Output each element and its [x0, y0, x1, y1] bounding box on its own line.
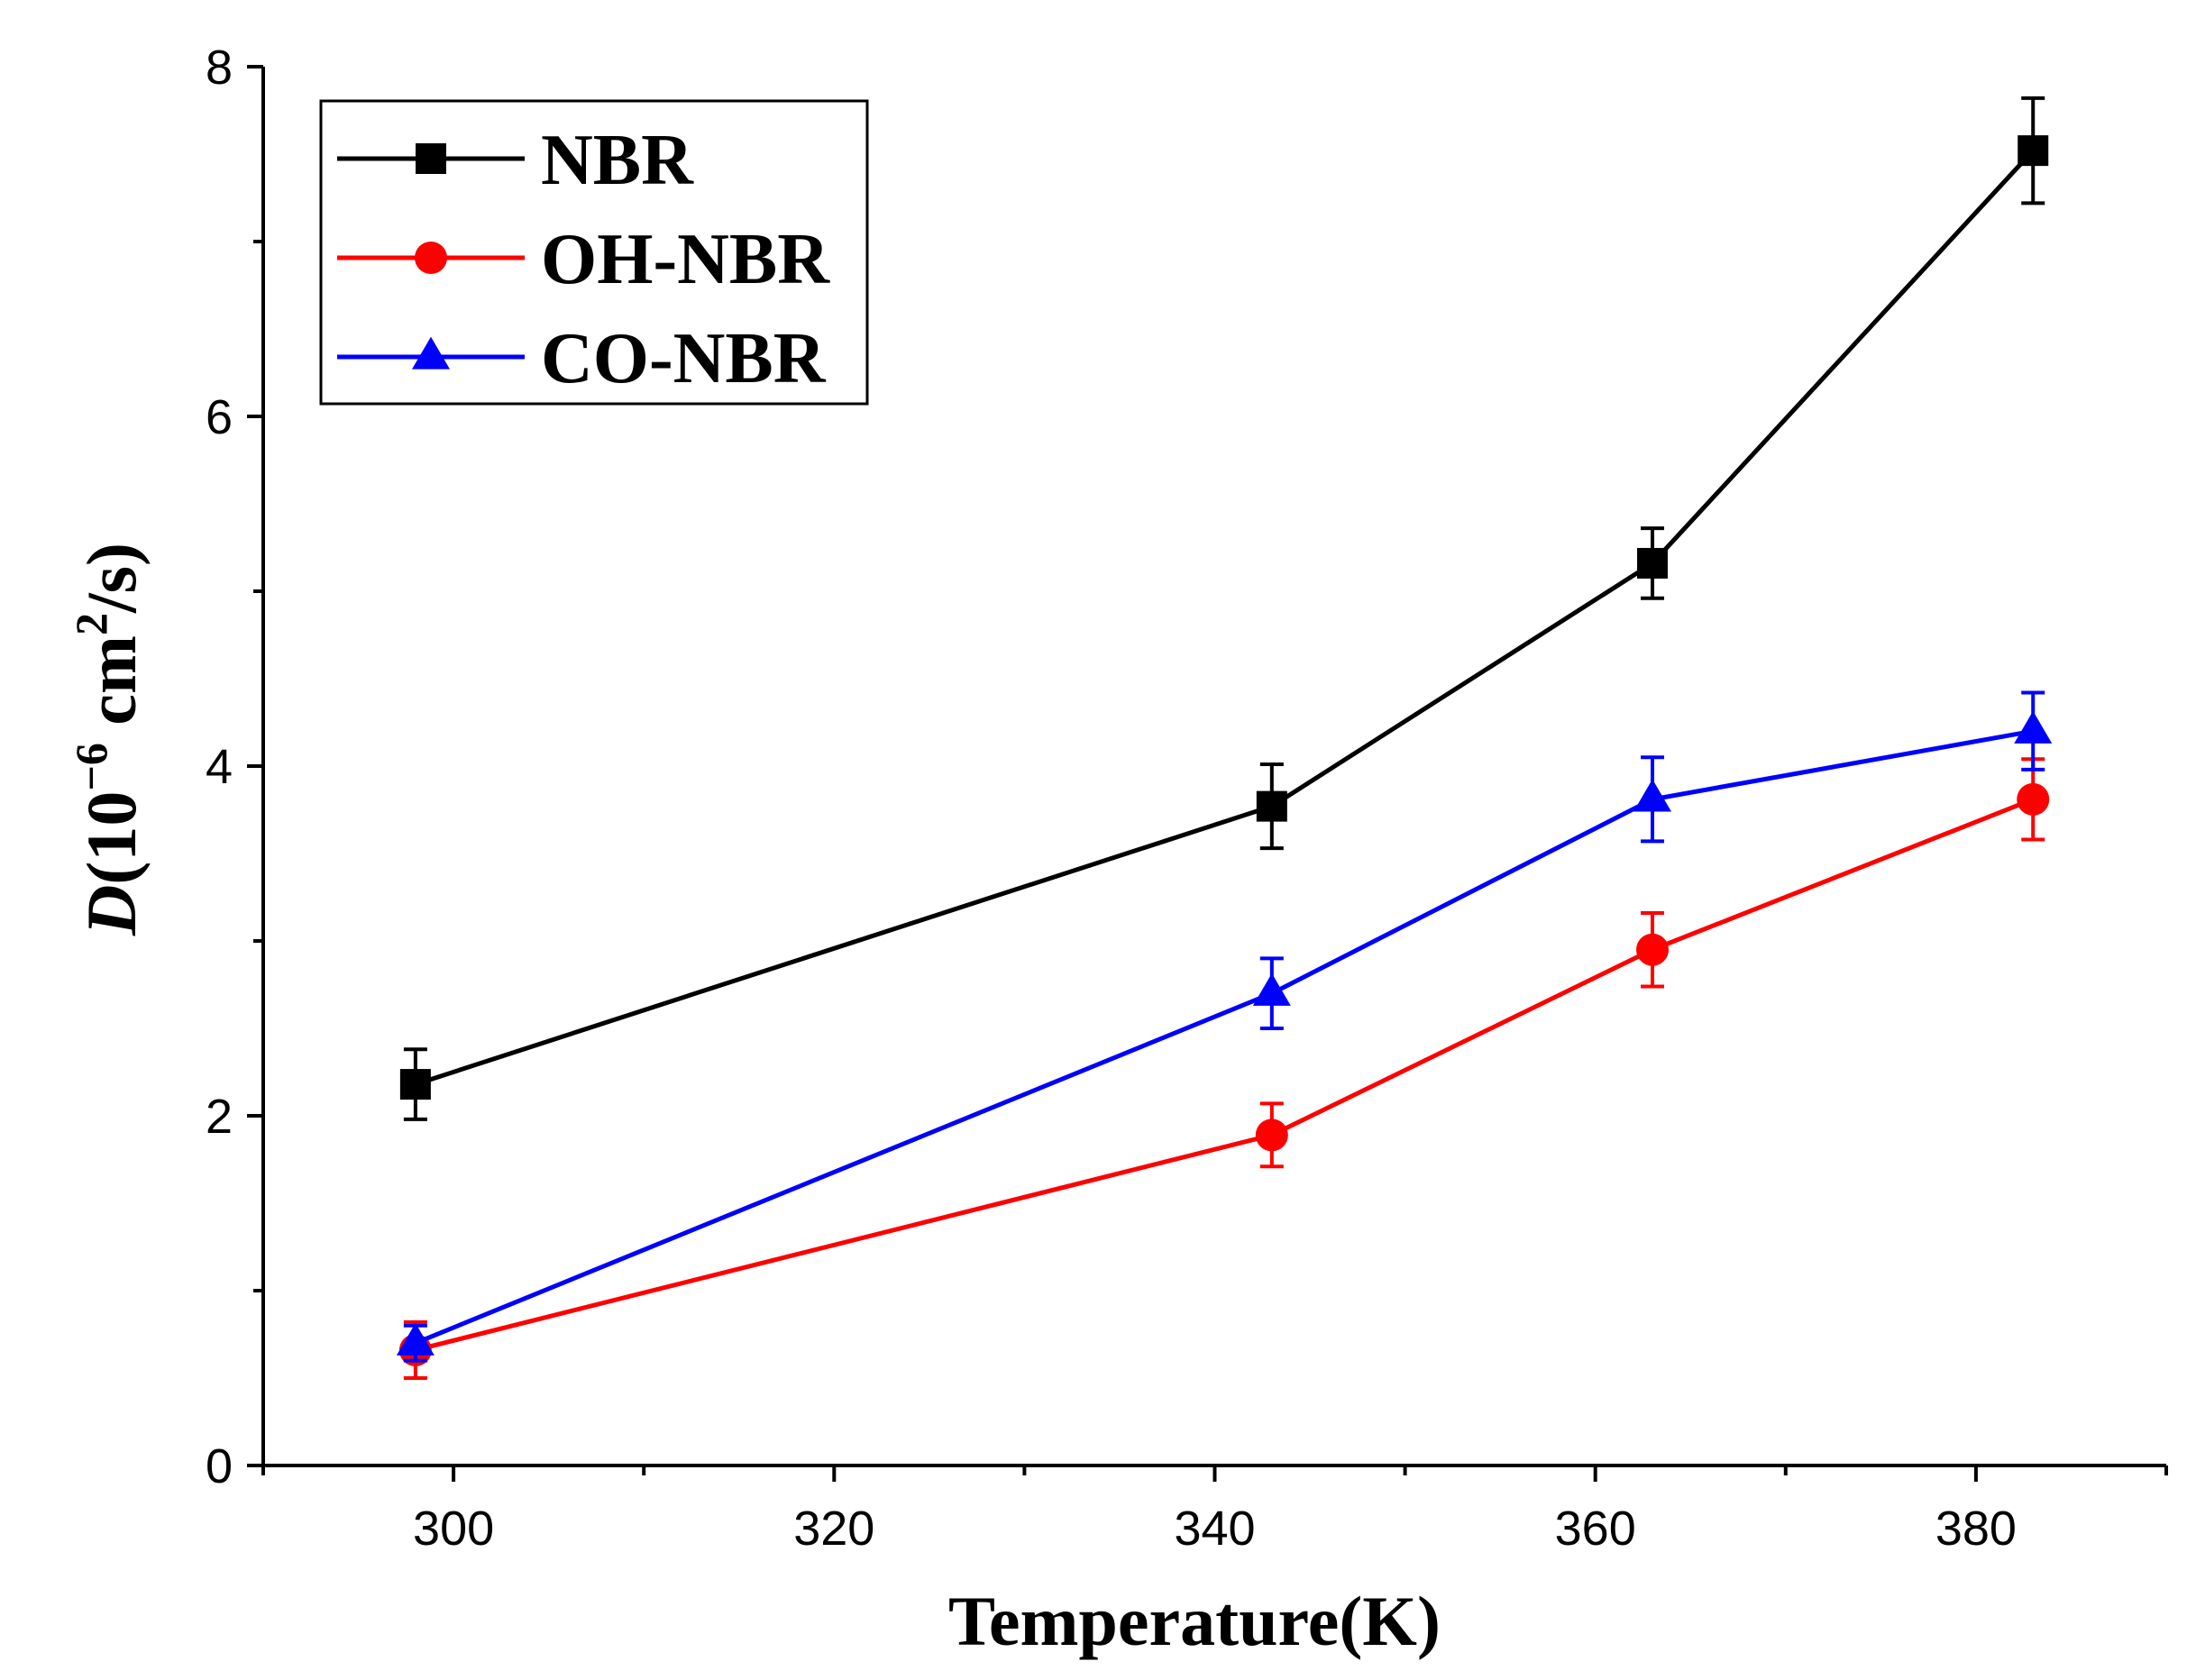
- legend-entry-oh-nbr: OH-NBR: [337, 220, 830, 299]
- legend-label-nbr: NBR: [541, 121, 694, 200]
- y-axis-exponent: −6: [66, 743, 116, 791]
- data-point-oh-nbr: [1636, 933, 1670, 966]
- y-tick-label: 4: [206, 740, 233, 794]
- y-tick-label: 6: [206, 390, 233, 444]
- y-axis-symbol: D: [72, 885, 151, 936]
- legend-marker-oh-nbr: [415, 242, 447, 274]
- data-point-co-nbr: [396, 1322, 435, 1356]
- series-co-nbr: [396, 690, 2053, 1363]
- x-axis-title: Temperature(K): [948, 1582, 1441, 1660]
- data-point-oh-nbr: [1255, 1118, 1288, 1152]
- legend-entry-co-nbr: CO-NBR: [337, 319, 827, 398]
- series-oh-nbr: [398, 757, 2050, 1380]
- x-tick-label: 360: [1555, 1502, 1636, 1556]
- y-axis-unit-exponent: 2: [66, 613, 116, 635]
- y-tick-label: 2: [206, 1090, 233, 1144]
- data-point-nbr: [1256, 790, 1287, 822]
- legend-marker-co-nbr: [412, 336, 450, 370]
- legend-label-oh-nbr: OH-NBR: [541, 220, 830, 299]
- y-axis-unit-base: cm: [72, 635, 151, 743]
- legend-entry-nbr: NBR: [337, 121, 694, 200]
- x-tick-label: 320: [793, 1502, 874, 1556]
- y-tick-label: 8: [206, 41, 233, 95]
- x-tick-label: 340: [1174, 1502, 1255, 1556]
- legend: NBR OH-NBR CO-NBR: [319, 99, 869, 406]
- data-point-nbr: [399, 1069, 431, 1100]
- x-tick-label: 380: [1935, 1502, 2017, 1556]
- data-point-nbr: [2018, 135, 2049, 167]
- data-point-co-nbr: [2014, 710, 2053, 744]
- data-point-nbr: [1637, 547, 1669, 579]
- series-line-nbr: [415, 149, 2036, 1087]
- series-line-co-nbr: [414, 728, 2034, 1346]
- y-axis-title: D(10−6 cm2/s): [66, 543, 151, 936]
- data-point-co-nbr: [1252, 972, 1291, 1006]
- series-line-oh-nbr: [415, 797, 2035, 1353]
- y-axis-suffix: /s): [72, 543, 151, 614]
- y-tick-label: 0: [206, 1439, 233, 1493]
- series-nbr: [399, 96, 2049, 1121]
- y-axis-prefix: (10: [72, 791, 151, 885]
- data-point-co-nbr: [1633, 779, 1672, 812]
- legend-box: [319, 99, 869, 406]
- x-tick-label: 300: [413, 1502, 494, 1556]
- series-layer: [396, 96, 2053, 1380]
- y-axis: 0 2 4 6 8: [206, 41, 263, 1493]
- legend-label-co-nbr: CO-NBR: [541, 319, 827, 398]
- x-axis: 300 320 340 360 380: [261, 1465, 2168, 1556]
- legend-marker-nbr: [416, 143, 446, 174]
- data-point-oh-nbr: [2017, 782, 2050, 816]
